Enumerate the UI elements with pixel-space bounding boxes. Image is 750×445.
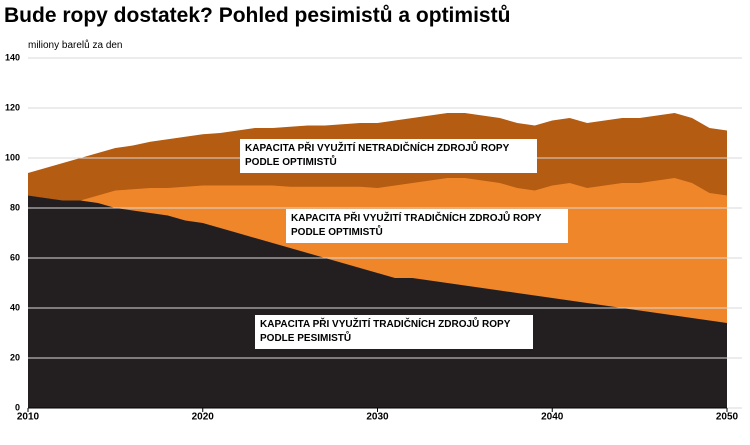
y-tick-label: 40 [10,302,20,312]
y-tick-label: 60 [10,252,20,262]
y-tick-label: 20 [10,352,20,362]
y-tick-label: 100 [5,152,20,162]
x-tick-label: 2020 [192,412,215,423]
series-label: KAPACITA PŘI VYUŽITÍ NETRADIČNÍCH ZDROJŮ… [240,139,537,173]
y-tick-label: 140 [5,52,20,62]
x-tick-label: 2030 [366,412,389,423]
series-label: KAPACITA PŘI VYUŽITÍ TRADIČNÍCH ZDROJŮ R… [255,315,533,349]
series-label: KAPACITA PŘI VYUŽITÍ TRADIČNÍCH ZDROJŮ R… [286,209,568,243]
y-tick-label: 120 [5,102,20,112]
x-tick-label: 2050 [716,412,739,423]
y-tick-label: 0 [15,402,20,412]
y-tick-label: 80 [10,202,20,212]
area [28,195,727,408]
x-tick-label: 2010 [17,412,40,423]
x-tick-label: 2040 [541,412,564,423]
y-axis-label: miliony barelů za den [28,40,123,51]
chart-title: Bude ropy dostatek? Pohled pesimistů a o… [4,4,511,27]
